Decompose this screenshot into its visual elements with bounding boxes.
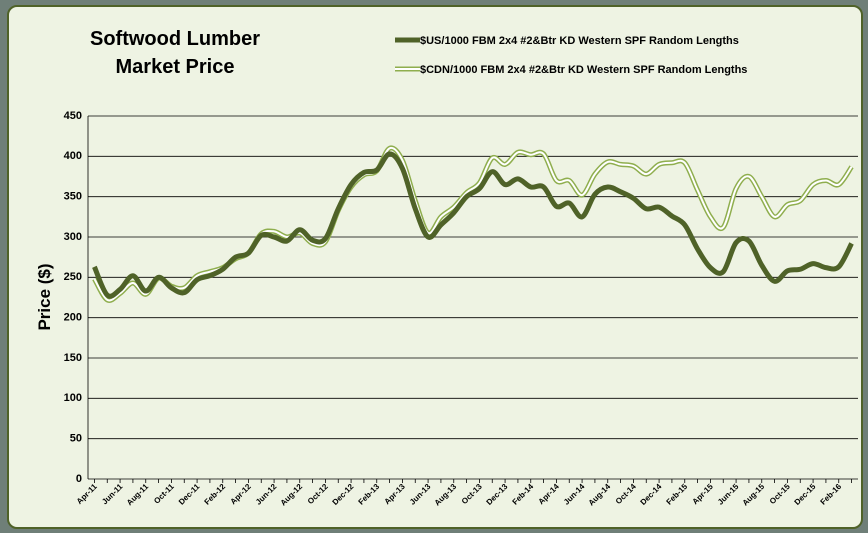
y-tick-label: 100 <box>64 392 82 404</box>
chart-title: Softwood Lumber <box>90 28 260 50</box>
legend-label: $US/1000 FBM 2x4 #2&Btr KD Western SPF R… <box>420 35 739 47</box>
series-line <box>92 151 854 299</box>
y-tick-label: 350 <box>64 191 82 203</box>
y-axis-label: Price ($) <box>35 263 54 330</box>
y-tick-label: 150 <box>64 352 82 364</box>
y-tick-label: 50 <box>70 433 82 445</box>
y-tick-label: 250 <box>64 271 82 283</box>
legend-label: $CDN/1000 FBM 2x4 #2&Btr KD Western SPF … <box>420 64 747 76</box>
y-tick-label: 200 <box>64 312 82 324</box>
y-tick-label: 450 <box>64 110 82 122</box>
chart-panel <box>7 5 863 529</box>
y-tick-label: 0 <box>76 473 82 485</box>
chart-title: Market Price <box>116 56 235 78</box>
y-tick-label: 300 <box>64 231 82 243</box>
y-tick-label: 400 <box>64 150 82 162</box>
